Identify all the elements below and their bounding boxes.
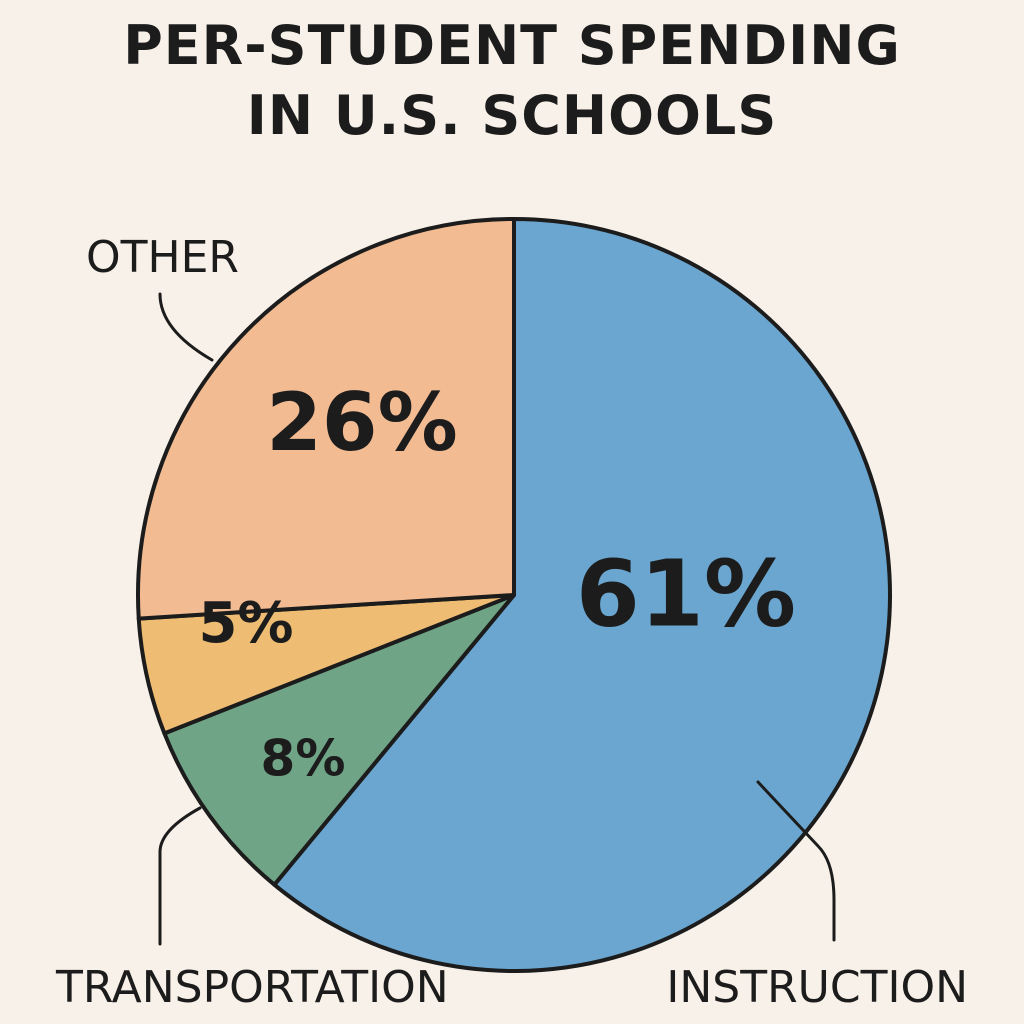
value-label-transportation: 8% bbox=[261, 730, 346, 788]
category-label-other: OTHER bbox=[86, 232, 239, 283]
callout-labels: OTHER TRANSPORTATION INSTRUCTION bbox=[55, 232, 968, 1013]
slice-transportation bbox=[162, 593, 516, 887]
value-labels: 61% 8% 5% 26% bbox=[198, 376, 796, 788]
chart-title-line-2: IN U.S. SCHOOLS bbox=[246, 84, 778, 147]
chart-title-line-1: PER-STUDENT SPENDING bbox=[123, 14, 901, 77]
slice-instruction bbox=[272, 217, 892, 973]
category-label-instruction: INSTRUCTION bbox=[666, 962, 968, 1013]
leader-other bbox=[158, 292, 214, 362]
value-label-instruction: 61% bbox=[576, 540, 796, 647]
pie-slices bbox=[136, 217, 892, 973]
leader-transportation bbox=[158, 806, 202, 946]
leader-instruction bbox=[756, 780, 836, 942]
callout-leaders bbox=[158, 292, 836, 946]
category-label-transportation: TRANSPORTATION bbox=[55, 962, 449, 1013]
value-label-small: 5% bbox=[198, 591, 293, 656]
slice-other bbox=[136, 217, 516, 621]
value-label-other: 26% bbox=[266, 376, 457, 469]
